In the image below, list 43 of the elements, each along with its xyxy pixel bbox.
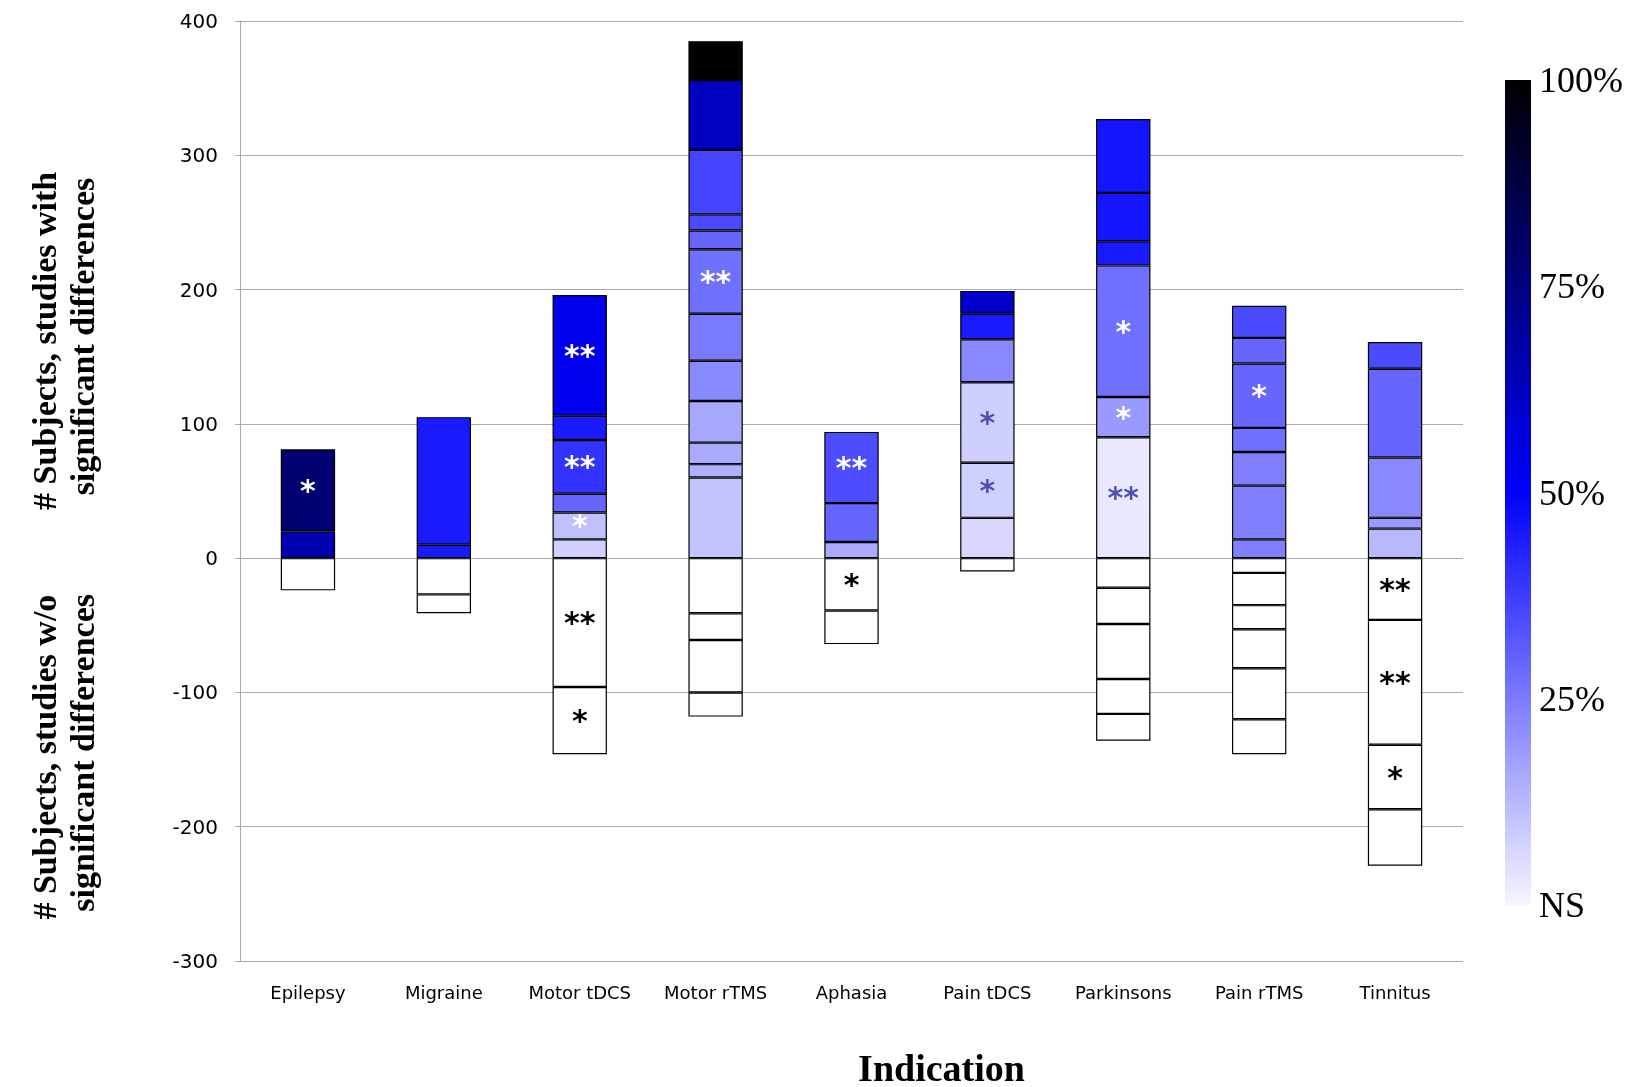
- data-label: *: [300, 472, 317, 508]
- x-tick-label: Motor rTMS: [664, 981, 768, 1003]
- data-label: *: [1115, 313, 1132, 349]
- data-label: **: [1379, 571, 1412, 607]
- x-tick-label: Aphasia: [815, 981, 888, 1003]
- data-label: **: [1107, 480, 1140, 516]
- y-tick-label: 400: [179, 9, 218, 33]
- y-tick-label: 200: [179, 277, 218, 302]
- data-label: *: [843, 566, 860, 602]
- y-tick-label: -100: [172, 680, 218, 705]
- x-tick-label: Motor tDCS: [528, 981, 632, 1003]
- data-label: *: [1251, 378, 1268, 414]
- data-label: **: [835, 450, 868, 485]
- y-tick-label: -200: [172, 814, 218, 839]
- x-tick-label: Pain tDCS: [943, 981, 1032, 1003]
- x-tick-label: Parkinsons: [1075, 981, 1172, 1003]
- data-label: **: [564, 337, 596, 373]
- color-bar-label: 25%: [1539, 678, 1605, 719]
- data-label: *: [1387, 759, 1404, 795]
- data-label: *: [1115, 399, 1132, 435]
- color-bar-label: 75%: [1539, 266, 1605, 307]
- data-label: **: [699, 264, 732, 300]
- data-label: *: [979, 472, 996, 508]
- data-label: *: [571, 508, 588, 544]
- x-tick-label: Pain rTMS: [1214, 981, 1304, 1003]
- color-bar-label: NS: [1539, 885, 1586, 925]
- data-label: *: [571, 703, 588, 739]
- x-tick-label: Migraine: [404, 981, 483, 1003]
- y-tick-label: 0: [205, 546, 218, 571]
- y-tick-label: 100: [179, 411, 218, 436]
- x-tick-label: Tinnitus: [1358, 981, 1431, 1003]
- data-label: *: [979, 405, 996, 441]
- data-label: **: [1379, 664, 1412, 700]
- y-tick-label: -300: [172, 949, 218, 973]
- x-axis-title: Indication: [858, 1047, 1025, 1087]
- text: # Subjects, studies w/o significant differences: [25, 586, 101, 920]
- y-axis-title: # Subjects, studies with significant differences: [25, 163, 101, 510]
- data-label: **: [564, 449, 596, 485]
- y-tick-label: 300: [179, 143, 218, 168]
- color-bar-label: 100%: [1539, 60, 1623, 100]
- color-bar-label: 50%: [1539, 472, 1605, 513]
- x-tick-label: Epilepsy: [270, 981, 346, 1003]
- data-label: **: [564, 605, 596, 641]
